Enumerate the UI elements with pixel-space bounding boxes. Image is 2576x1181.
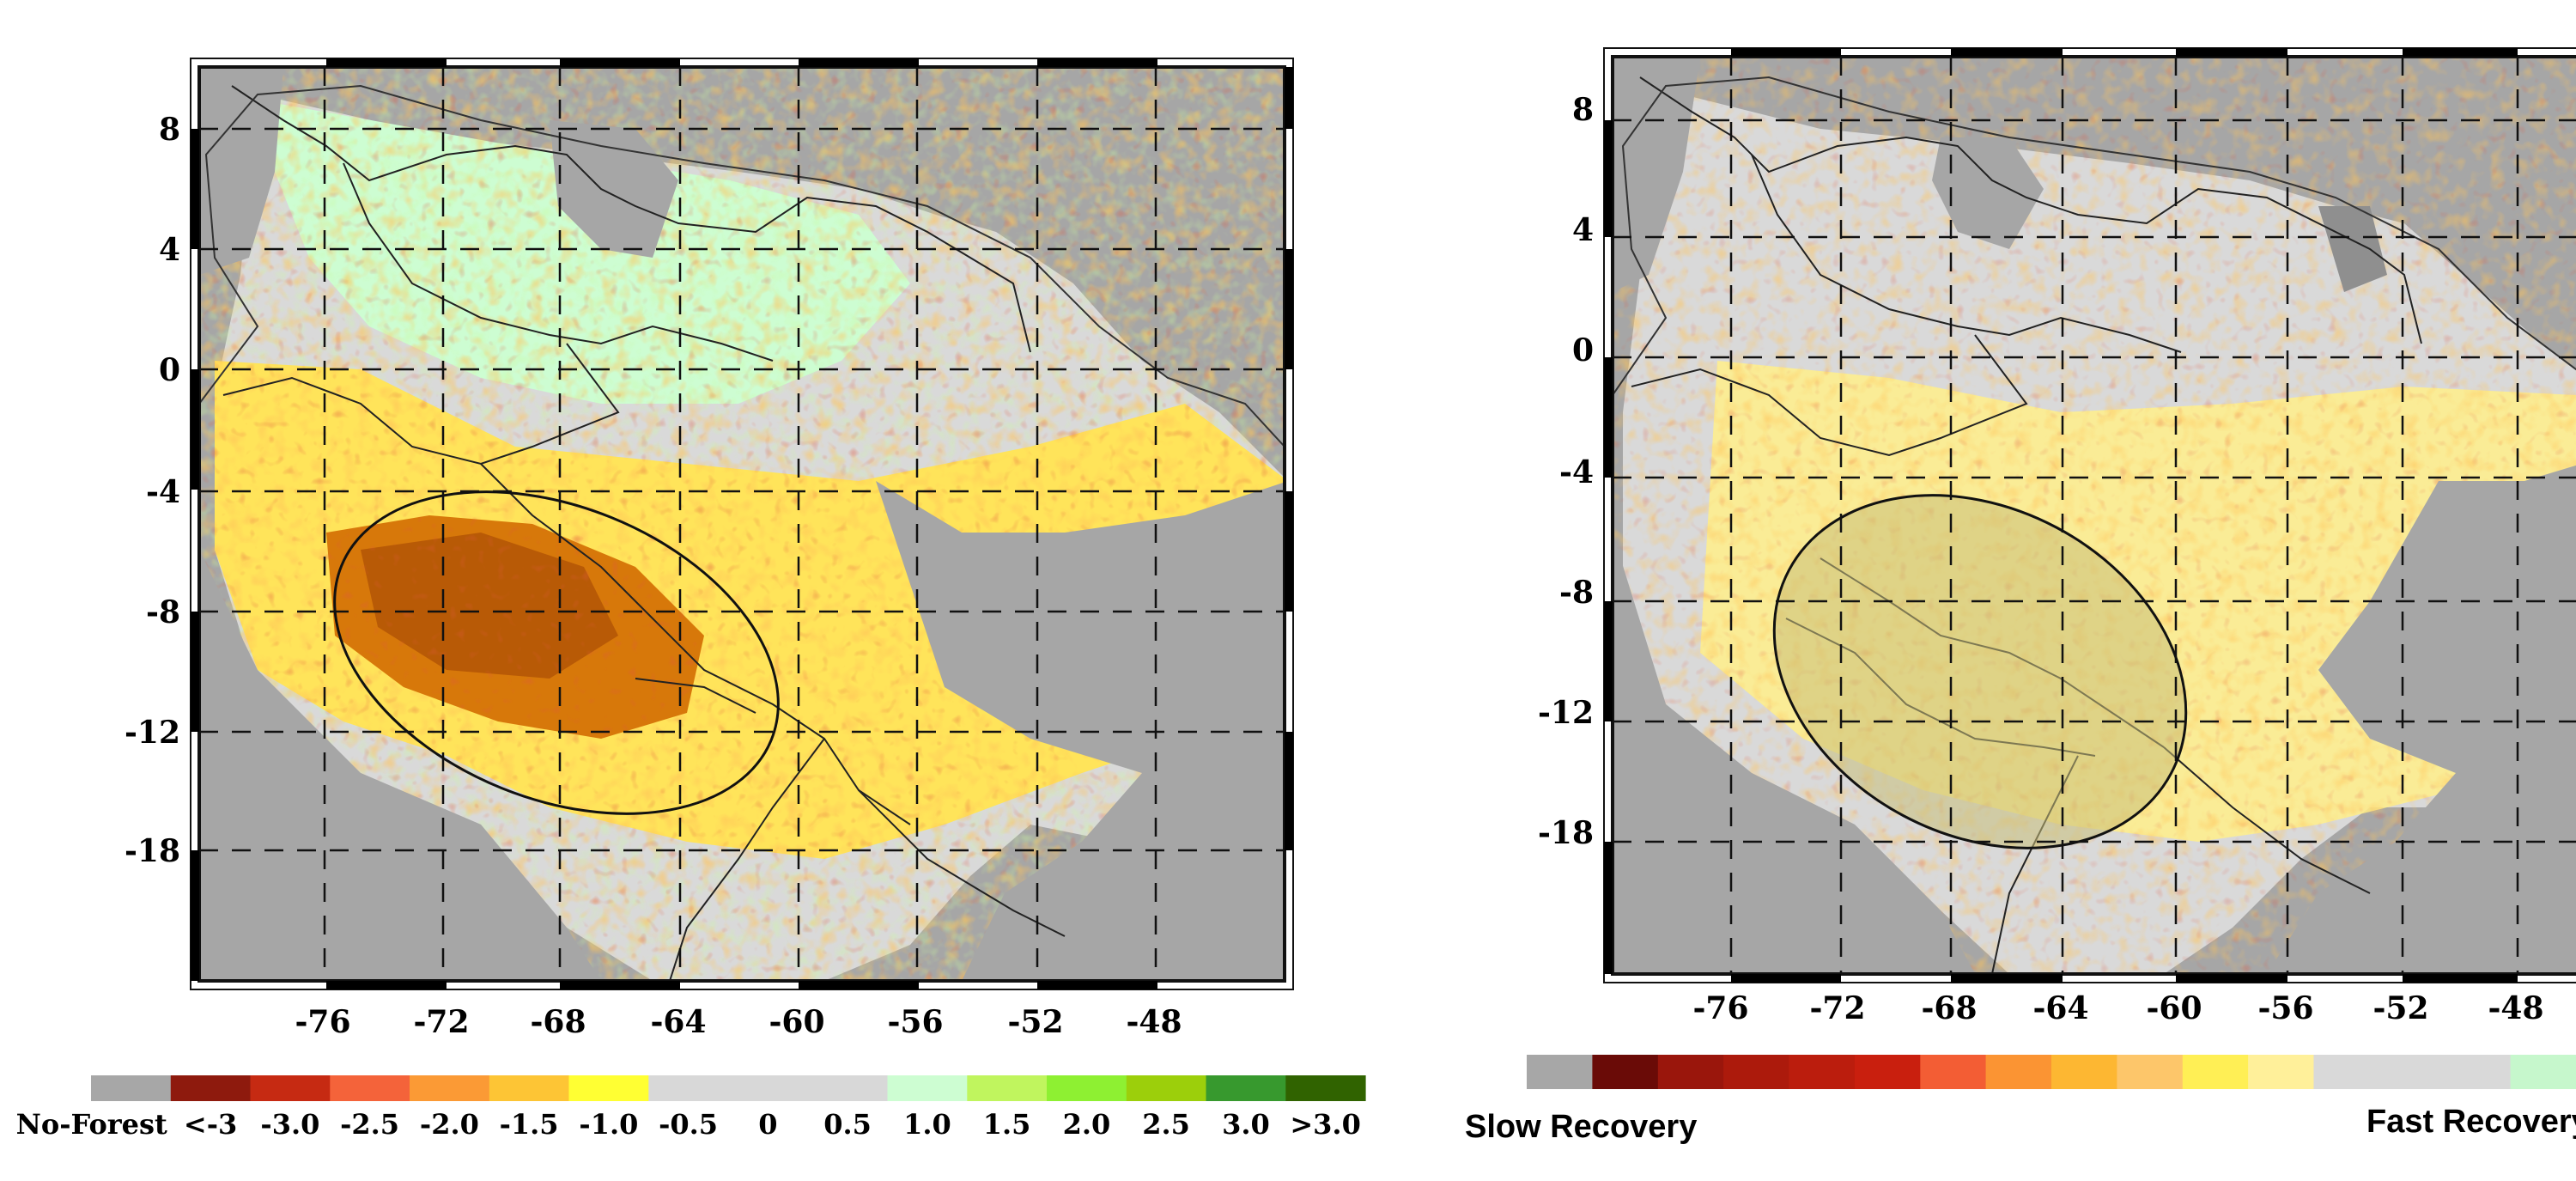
- legend-swatch: [91, 1075, 172, 1101]
- fast-recovery-label: Fast Recovery: [2366, 1104, 2576, 1140]
- left-map-highlight-ellipse: [333, 490, 780, 815]
- legend-swatch: [648, 1075, 729, 1101]
- left-x-tick: -76: [295, 1004, 350, 1040]
- right-x-tick: -68: [1921, 990, 1977, 1026]
- right-map-panel: -76 -72 -68 -64 -60 -56 -52 -48 8 4 0 -4…: [1465, 47, 2576, 1145]
- legend-swatch: [489, 1075, 570, 1101]
- left-y-tick: 4: [159, 232, 180, 268]
- legend-swatch: [170, 1075, 252, 1101]
- legend-swatch: [1285, 1075, 1366, 1101]
- legend-swatch: [728, 1075, 809, 1101]
- right-map-grid: [1613, 57, 2576, 974]
- slow-recovery-label: Slow Recovery: [1465, 1109, 1697, 1145]
- left-y-tick: -12: [125, 715, 180, 751]
- legend-swatch: [1206, 1075, 1286, 1101]
- right-x-tick: -48: [2488, 990, 2543, 1026]
- legend-swatch: [1920, 1055, 1987, 1089]
- left-x-tick: -48: [1126, 1004, 1182, 1040]
- left-x-tick: -72: [413, 1004, 469, 1040]
- legend-swatch: [1657, 1055, 1724, 1089]
- right-y-tick: -18: [1538, 815, 1594, 851]
- left-legend: No-Forest <-3 -3.0 -2.5 -2.0 -1.5 -1.0 -0.5 0 0.5…: [16, 1075, 1366, 1141]
- legend-label: >3.0: [1290, 1108, 1360, 1141]
- legend-swatch: [2313, 1055, 2380, 1089]
- legend-label: -2.0: [420, 1108, 479, 1141]
- left-x-tick: -52: [1007, 1004, 1063, 1040]
- right-x-tick: -64: [2032, 990, 2088, 1026]
- legend-swatch: [2510, 1055, 2576, 1089]
- right-y-tick: 8: [1572, 92, 1594, 128]
- legend-swatch: [1723, 1055, 1790, 1089]
- left-y-tick: 8: [159, 112, 180, 148]
- legend-swatch: [2379, 1055, 2445, 1089]
- legend-swatch: [2248, 1055, 2315, 1089]
- left-map-panel: -76 -72 -68 -64 -60 -56 -52 -48 8 4 0 -4…: [16, 58, 1366, 1141]
- right-x-tick: -52: [2372, 990, 2428, 1026]
- legend-swatch: [1047, 1075, 1127, 1101]
- legend-label: 1.0: [903, 1108, 951, 1141]
- left-x-tick: -68: [530, 1004, 586, 1040]
- left-x-tick: -60: [769, 1004, 824, 1040]
- legend-swatch: [568, 1075, 649, 1101]
- legend-label: 2.5: [1142, 1108, 1190, 1141]
- legend-swatch: [1854, 1055, 1921, 1089]
- right-x-tick: -76: [1692, 990, 1748, 1026]
- right-x-tick: -56: [2257, 990, 2313, 1026]
- legend-swatch: [1789, 1055, 1856, 1089]
- left-x-tick: -56: [887, 1004, 943, 1040]
- legend-swatch: [2445, 1055, 2512, 1089]
- right-y-tick: 0: [1572, 332, 1594, 368]
- left-y-tick: -4: [146, 474, 180, 510]
- legend-label: -1.5: [500, 1108, 559, 1141]
- legend-label: 1.5: [983, 1108, 1031, 1141]
- legend-label: No-Forest: [16, 1108, 167, 1141]
- legend-label: -3.0: [260, 1108, 319, 1141]
- legend-label: -2.5: [340, 1108, 399, 1141]
- right-map-highlight-ellipse: [1772, 494, 2188, 849]
- legend-swatch: [2117, 1055, 2184, 1089]
- right-x-tick: -72: [1809, 990, 1865, 1026]
- legend-swatch: [807, 1075, 889, 1101]
- legend-swatch: [330, 1075, 410, 1101]
- right-legend: [1527, 1055, 2576, 1089]
- legend-swatch: [250, 1075, 331, 1101]
- legend-swatch: [967, 1075, 1048, 1101]
- legend-label: 0: [758, 1108, 777, 1141]
- legend-label: -1.0: [579, 1108, 638, 1141]
- right-x-tick: -60: [2146, 990, 2202, 1026]
- legend-swatch: [1126, 1075, 1207, 1101]
- right-map-frame: [1611, 55, 2576, 976]
- legend-label: 2.0: [1063, 1108, 1111, 1141]
- left-y-tick: -8: [146, 594, 180, 630]
- right-y-tick: -4: [1559, 454, 1594, 490]
- legend-swatch: [1527, 1055, 1593, 1089]
- left-y-tick: -18: [125, 833, 180, 869]
- right-y-tick: 4: [1572, 212, 1594, 248]
- legend-swatch: [1985, 1055, 2052, 1089]
- legend-swatch: [2051, 1055, 2117, 1089]
- right-y-tick: -12: [1538, 695, 1594, 731]
- left-y-tick: 0: [159, 352, 180, 388]
- legend-swatch: [1592, 1055, 1659, 1089]
- left-map-field: [199, 67, 1285, 981]
- legend-swatch: [2182, 1055, 2249, 1089]
- legend-label: 0.5: [823, 1108, 872, 1141]
- left-x-tick: -64: [650, 1004, 706, 1040]
- legend-swatch: [410, 1075, 490, 1101]
- legend-swatch: [887, 1075, 968, 1101]
- legend-label: 3.0: [1222, 1108, 1270, 1141]
- legend-label: -0.5: [659, 1108, 718, 1141]
- left-map-borders: [222, 85, 1066, 981]
- legend-label: <-3: [184, 1108, 237, 1141]
- left-map-grid: [199, 67, 1285, 981]
- right-map-field: [1613, 57, 2576, 974]
- right-y-tick: -8: [1559, 575, 1594, 611]
